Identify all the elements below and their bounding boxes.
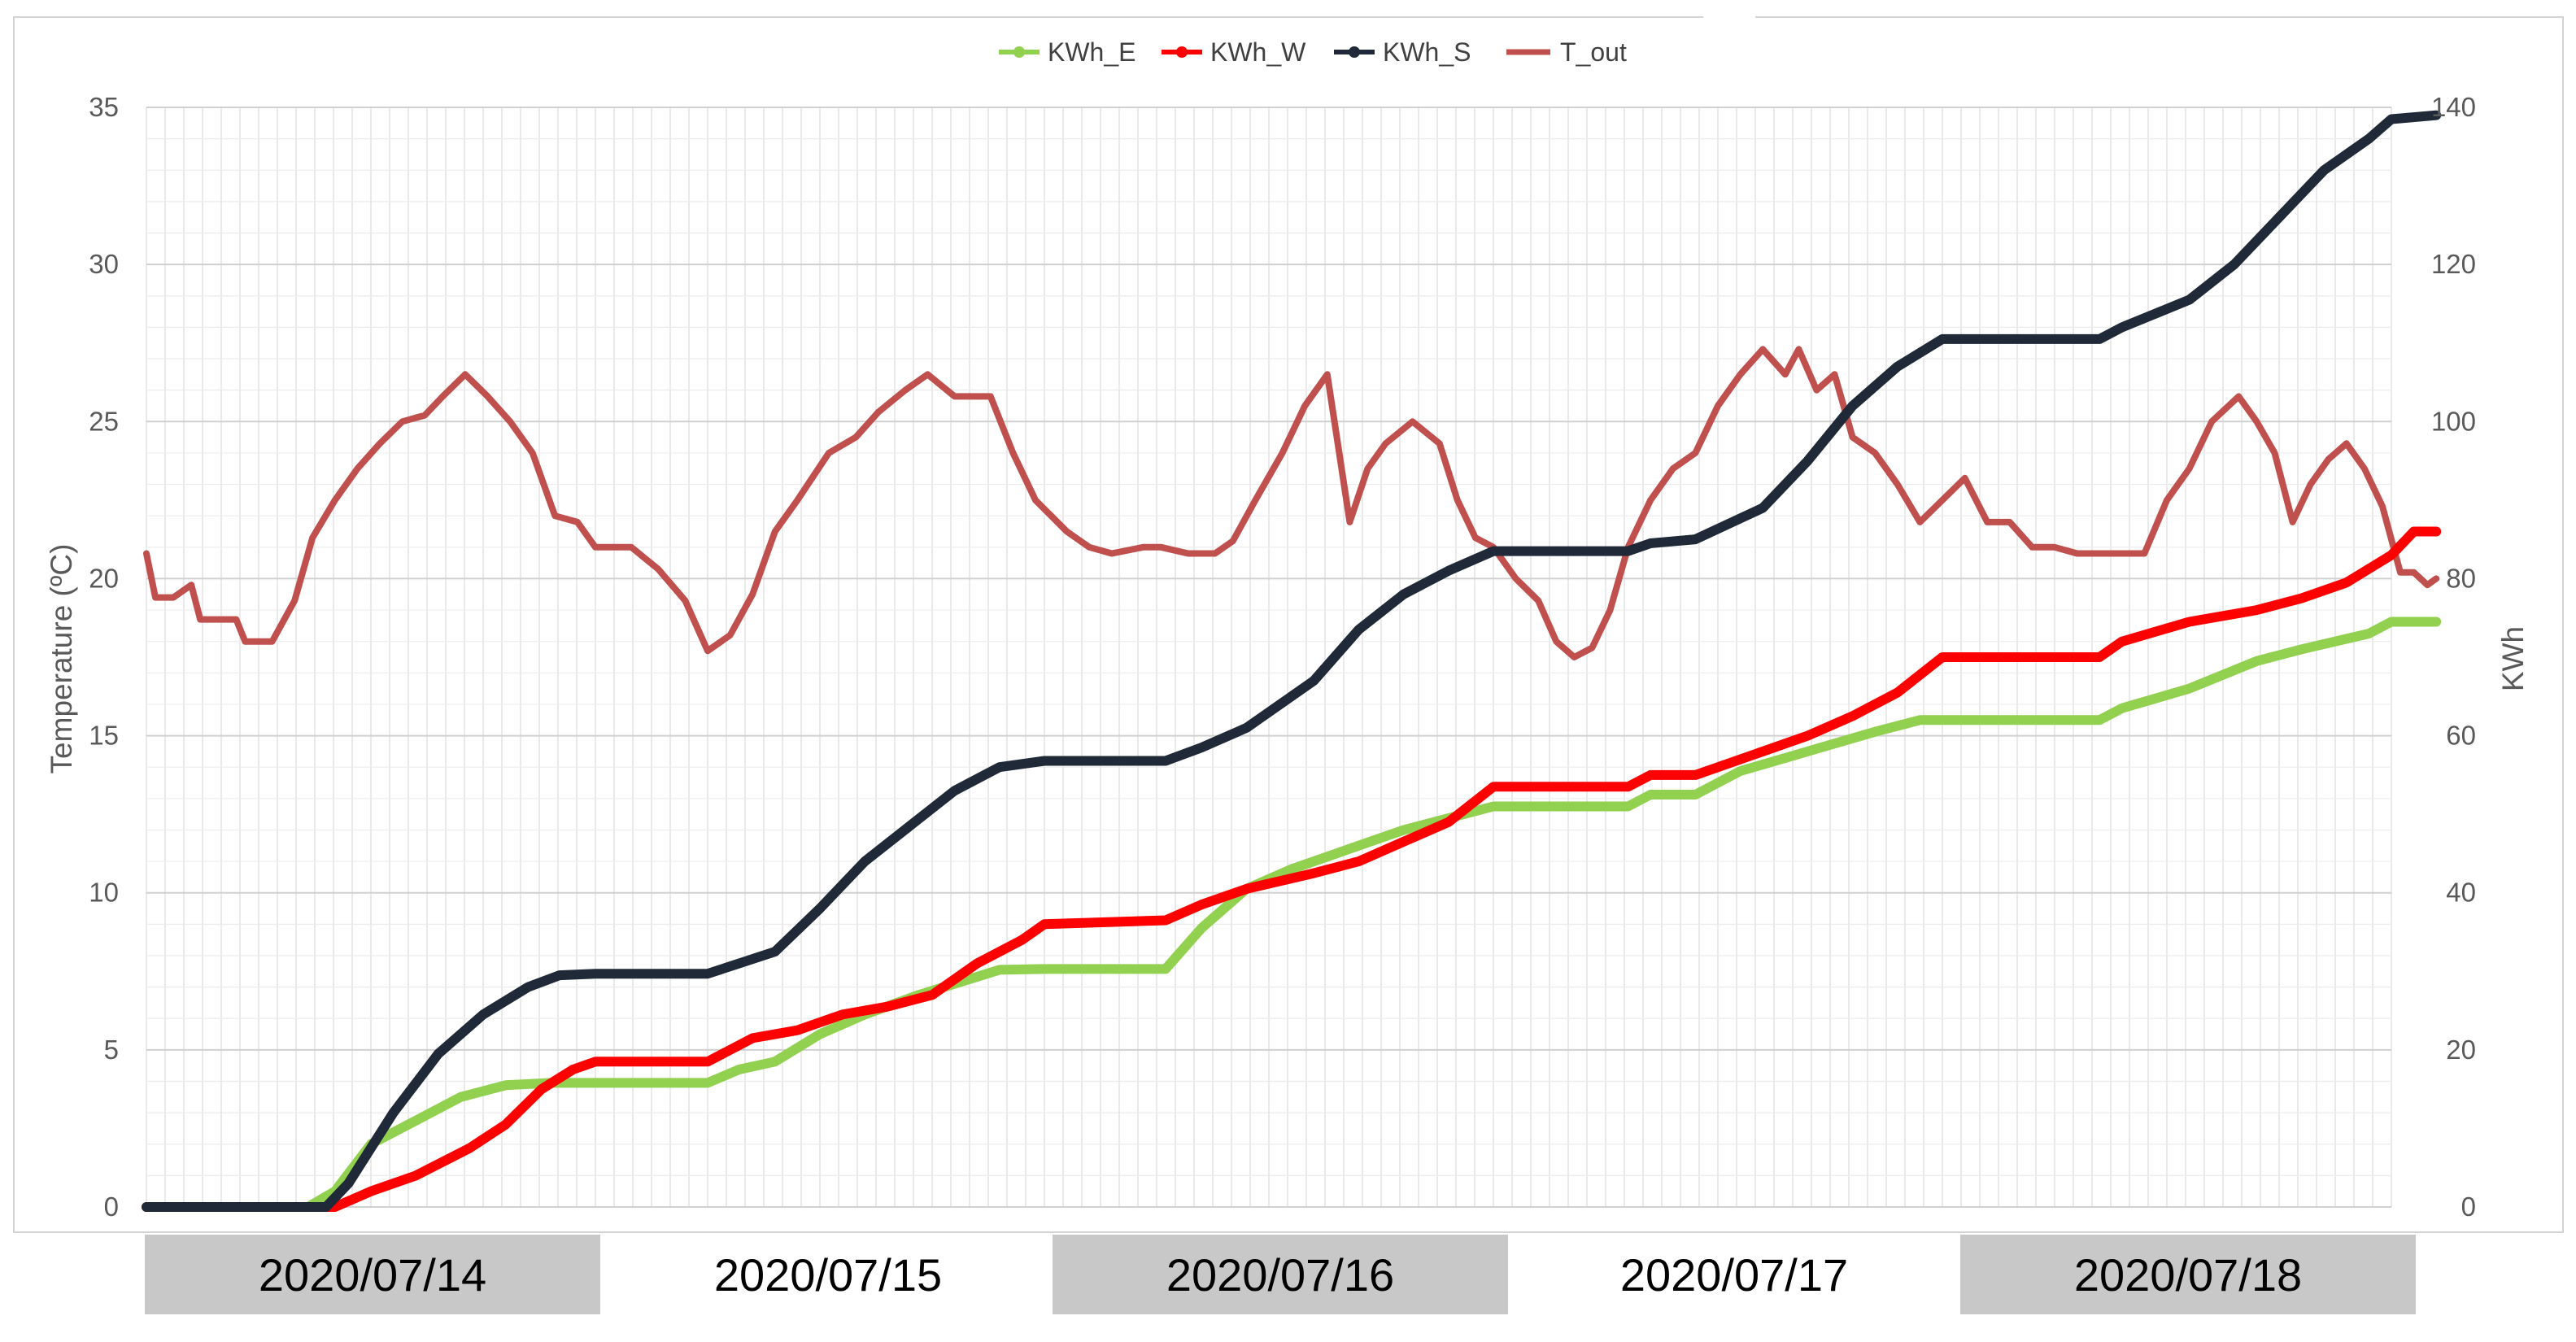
left-tick-label: 0 [104,1192,119,1222]
legend-label: T_out [1560,37,1627,67]
chart-frame [13,16,2564,1233]
right-tick-label: 40 [2446,878,2476,908]
right-tick-label: 140 [2431,92,2476,122]
right-tick-label: 60 [2446,721,2476,751]
series-line-kwh-w [142,526,2442,1212]
left-tick-label: 10 [89,878,119,908]
right-tick-label: 100 [2431,406,2476,436]
right-axis-ticks: 0 20 40 60 80 100 120 140 [2431,92,2476,1222]
right-tick-label: 80 [2446,563,2476,593]
left-tick-label: 25 [89,406,119,436]
legend-swatch-marker [1013,46,1025,58]
series-line-kwh-s [142,110,2442,1212]
date-label: 2020/07/15 [713,1248,943,1301]
legend-label: KWh_W [1210,37,1306,67]
series-line-kwh-e [142,617,2442,1212]
series-layer [142,110,2442,1212]
right-tick-label: 120 [2431,249,2476,279]
right-tick-label: 0 [2461,1192,2476,1222]
legend-swatch-marker [1349,46,1360,58]
legend-frame-gap [1703,11,1755,21]
legend-label: KWh_S [1383,37,1471,67]
legend: KWh_E KWh_W KWh_S T_out [999,37,1627,67]
left-tick-label: 20 [89,563,119,593]
left-tick-label: 5 [104,1035,119,1065]
left-axis-ticks: 0 5 10 15 20 25 30 35 [89,92,119,1222]
right-tick-label: 20 [2446,1035,2476,1065]
left-axis-title: Temperature (ºC) [45,544,78,774]
legend-label: KWh_E [1048,37,1135,67]
date-label: 2020/07/16 [1053,1235,1508,1314]
right-axis-title: KWh [2496,626,2530,691]
left-tick-label: 30 [89,249,119,279]
legend-swatch-marker [1176,46,1188,58]
date-label: 2020/07/18 [1960,1235,2416,1314]
date-label: 2020/07/14 [145,1235,600,1314]
gridlines [146,107,2392,1208]
left-tick-label: 35 [89,92,119,122]
left-tick-label: 15 [89,721,119,751]
series-line-t-out [143,346,2440,660]
date-label: 2020/07/17 [1619,1248,1849,1301]
